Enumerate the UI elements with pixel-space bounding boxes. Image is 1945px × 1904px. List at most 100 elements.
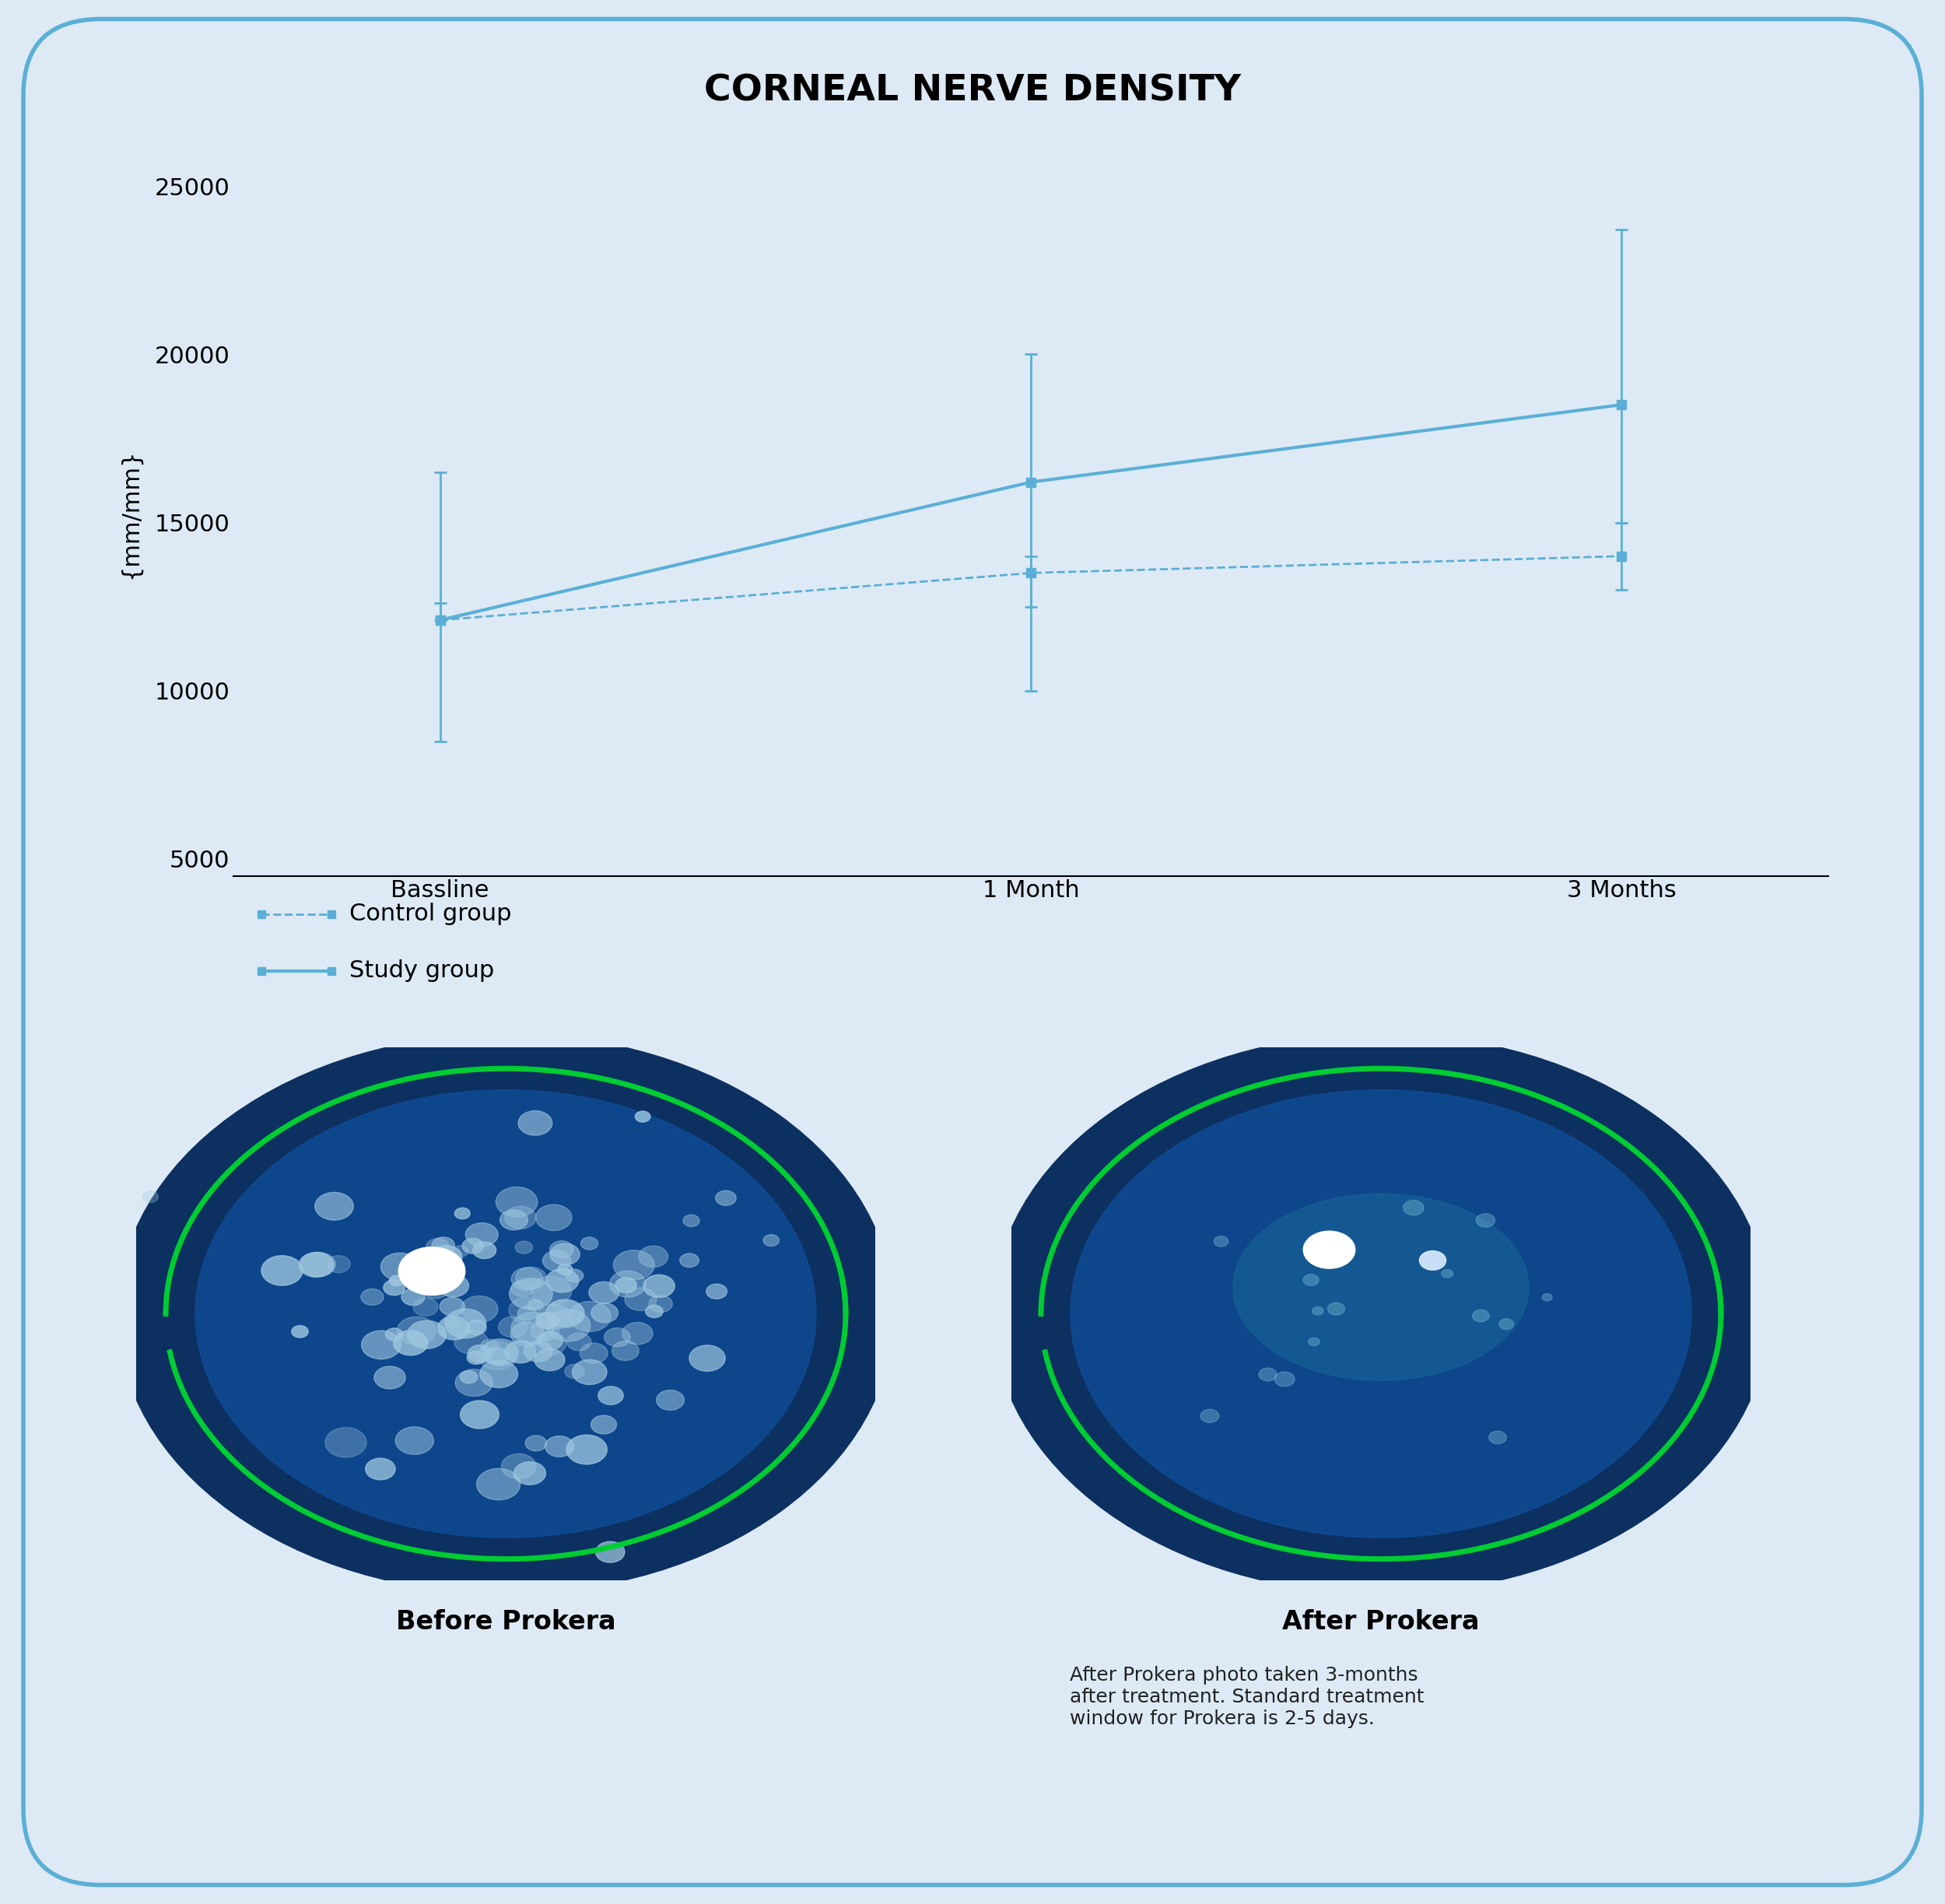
Circle shape <box>537 1331 562 1350</box>
Circle shape <box>535 1333 566 1356</box>
Circle shape <box>582 1238 599 1249</box>
Text: Before Prokera: Before Prokera <box>395 1609 617 1634</box>
Ellipse shape <box>994 1034 1770 1594</box>
Circle shape <box>566 1436 607 1464</box>
Circle shape <box>502 1455 537 1479</box>
Circle shape <box>420 1264 438 1276</box>
Circle shape <box>622 1323 654 1344</box>
Circle shape <box>480 1359 517 1388</box>
Circle shape <box>1488 1432 1507 1443</box>
Circle shape <box>459 1371 478 1384</box>
Circle shape <box>550 1243 580 1264</box>
Circle shape <box>537 1304 572 1329</box>
Circle shape <box>482 1339 519 1365</box>
Circle shape <box>580 1342 607 1363</box>
Circle shape <box>327 1255 350 1272</box>
Circle shape <box>438 1276 469 1297</box>
Circle shape <box>1500 1319 1513 1329</box>
Circle shape <box>496 1186 537 1217</box>
Circle shape <box>513 1462 547 1485</box>
Circle shape <box>589 1281 619 1304</box>
Circle shape <box>547 1310 591 1342</box>
Circle shape <box>512 1268 543 1291</box>
Circle shape <box>543 1251 572 1272</box>
Circle shape <box>615 1278 636 1293</box>
Circle shape <box>465 1222 498 1247</box>
Circle shape <box>366 1458 395 1479</box>
Circle shape <box>407 1321 445 1348</box>
Ellipse shape <box>119 1034 895 1594</box>
Circle shape <box>523 1340 552 1361</box>
Circle shape <box>397 1318 436 1344</box>
Circle shape <box>445 1308 486 1339</box>
Circle shape <box>463 1238 484 1253</box>
Text: After Prokera: After Prokera <box>1282 1609 1480 1634</box>
Circle shape <box>547 1300 584 1327</box>
Circle shape <box>644 1276 675 1297</box>
Circle shape <box>484 1348 510 1365</box>
Circle shape <box>512 1279 533 1297</box>
Circle shape <box>383 1279 405 1295</box>
Circle shape <box>432 1259 451 1272</box>
Circle shape <box>1070 1089 1692 1538</box>
Circle shape <box>638 1245 667 1268</box>
Text: Control group: Control group <box>350 902 512 925</box>
Circle shape <box>595 1542 624 1563</box>
Circle shape <box>1303 1232 1356 1268</box>
Circle shape <box>480 1339 498 1352</box>
Circle shape <box>1476 1213 1496 1228</box>
Circle shape <box>467 1352 484 1365</box>
Circle shape <box>512 1321 545 1346</box>
Circle shape <box>613 1251 655 1279</box>
Circle shape <box>385 1329 403 1340</box>
Circle shape <box>706 1283 727 1299</box>
Circle shape <box>558 1264 572 1276</box>
Circle shape <box>373 1367 405 1388</box>
Circle shape <box>564 1363 585 1378</box>
Circle shape <box>395 1426 434 1455</box>
Circle shape <box>430 1245 463 1268</box>
Circle shape <box>535 1312 558 1329</box>
Circle shape <box>531 1276 572 1306</box>
Circle shape <box>531 1319 558 1340</box>
Circle shape <box>566 1333 591 1350</box>
Circle shape <box>477 1468 519 1500</box>
Circle shape <box>1258 1367 1276 1380</box>
Circle shape <box>525 1436 547 1451</box>
Circle shape <box>194 1089 817 1538</box>
Circle shape <box>547 1268 578 1293</box>
Circle shape <box>1303 1274 1319 1285</box>
Text: After Prokera photo taken 3-months
after treatment. Standard treatment
window fo: After Prokera photo taken 3-months after… <box>1070 1666 1424 1729</box>
Circle shape <box>467 1344 492 1363</box>
Circle shape <box>762 1234 780 1245</box>
Circle shape <box>517 1110 552 1135</box>
Circle shape <box>461 1401 500 1428</box>
Circle shape <box>683 1215 700 1226</box>
Circle shape <box>443 1316 461 1327</box>
Circle shape <box>399 1247 465 1295</box>
Text: CORNEAL NERVE DENSITY: CORNEAL NERVE DENSITY <box>704 74 1241 109</box>
Circle shape <box>455 1207 471 1219</box>
Circle shape <box>597 1386 622 1405</box>
Circle shape <box>515 1266 547 1289</box>
Circle shape <box>535 1205 572 1230</box>
Ellipse shape <box>1233 1194 1529 1380</box>
Y-axis label: {mm/mm}: {mm/mm} <box>119 449 142 579</box>
Circle shape <box>432 1238 455 1253</box>
Circle shape <box>512 1312 554 1344</box>
Circle shape <box>393 1331 428 1356</box>
Circle shape <box>426 1238 449 1255</box>
FancyBboxPatch shape <box>23 19 1922 1885</box>
Text: Study group: Study group <box>350 960 494 982</box>
Circle shape <box>681 1253 698 1268</box>
Circle shape <box>566 1270 584 1281</box>
Circle shape <box>438 1316 471 1340</box>
Circle shape <box>545 1436 574 1457</box>
Circle shape <box>1402 1200 1424 1215</box>
Circle shape <box>655 1390 685 1411</box>
Circle shape <box>467 1319 486 1335</box>
Circle shape <box>605 1327 630 1346</box>
Circle shape <box>389 1276 405 1285</box>
Circle shape <box>1274 1373 1295 1386</box>
Circle shape <box>381 1253 420 1281</box>
